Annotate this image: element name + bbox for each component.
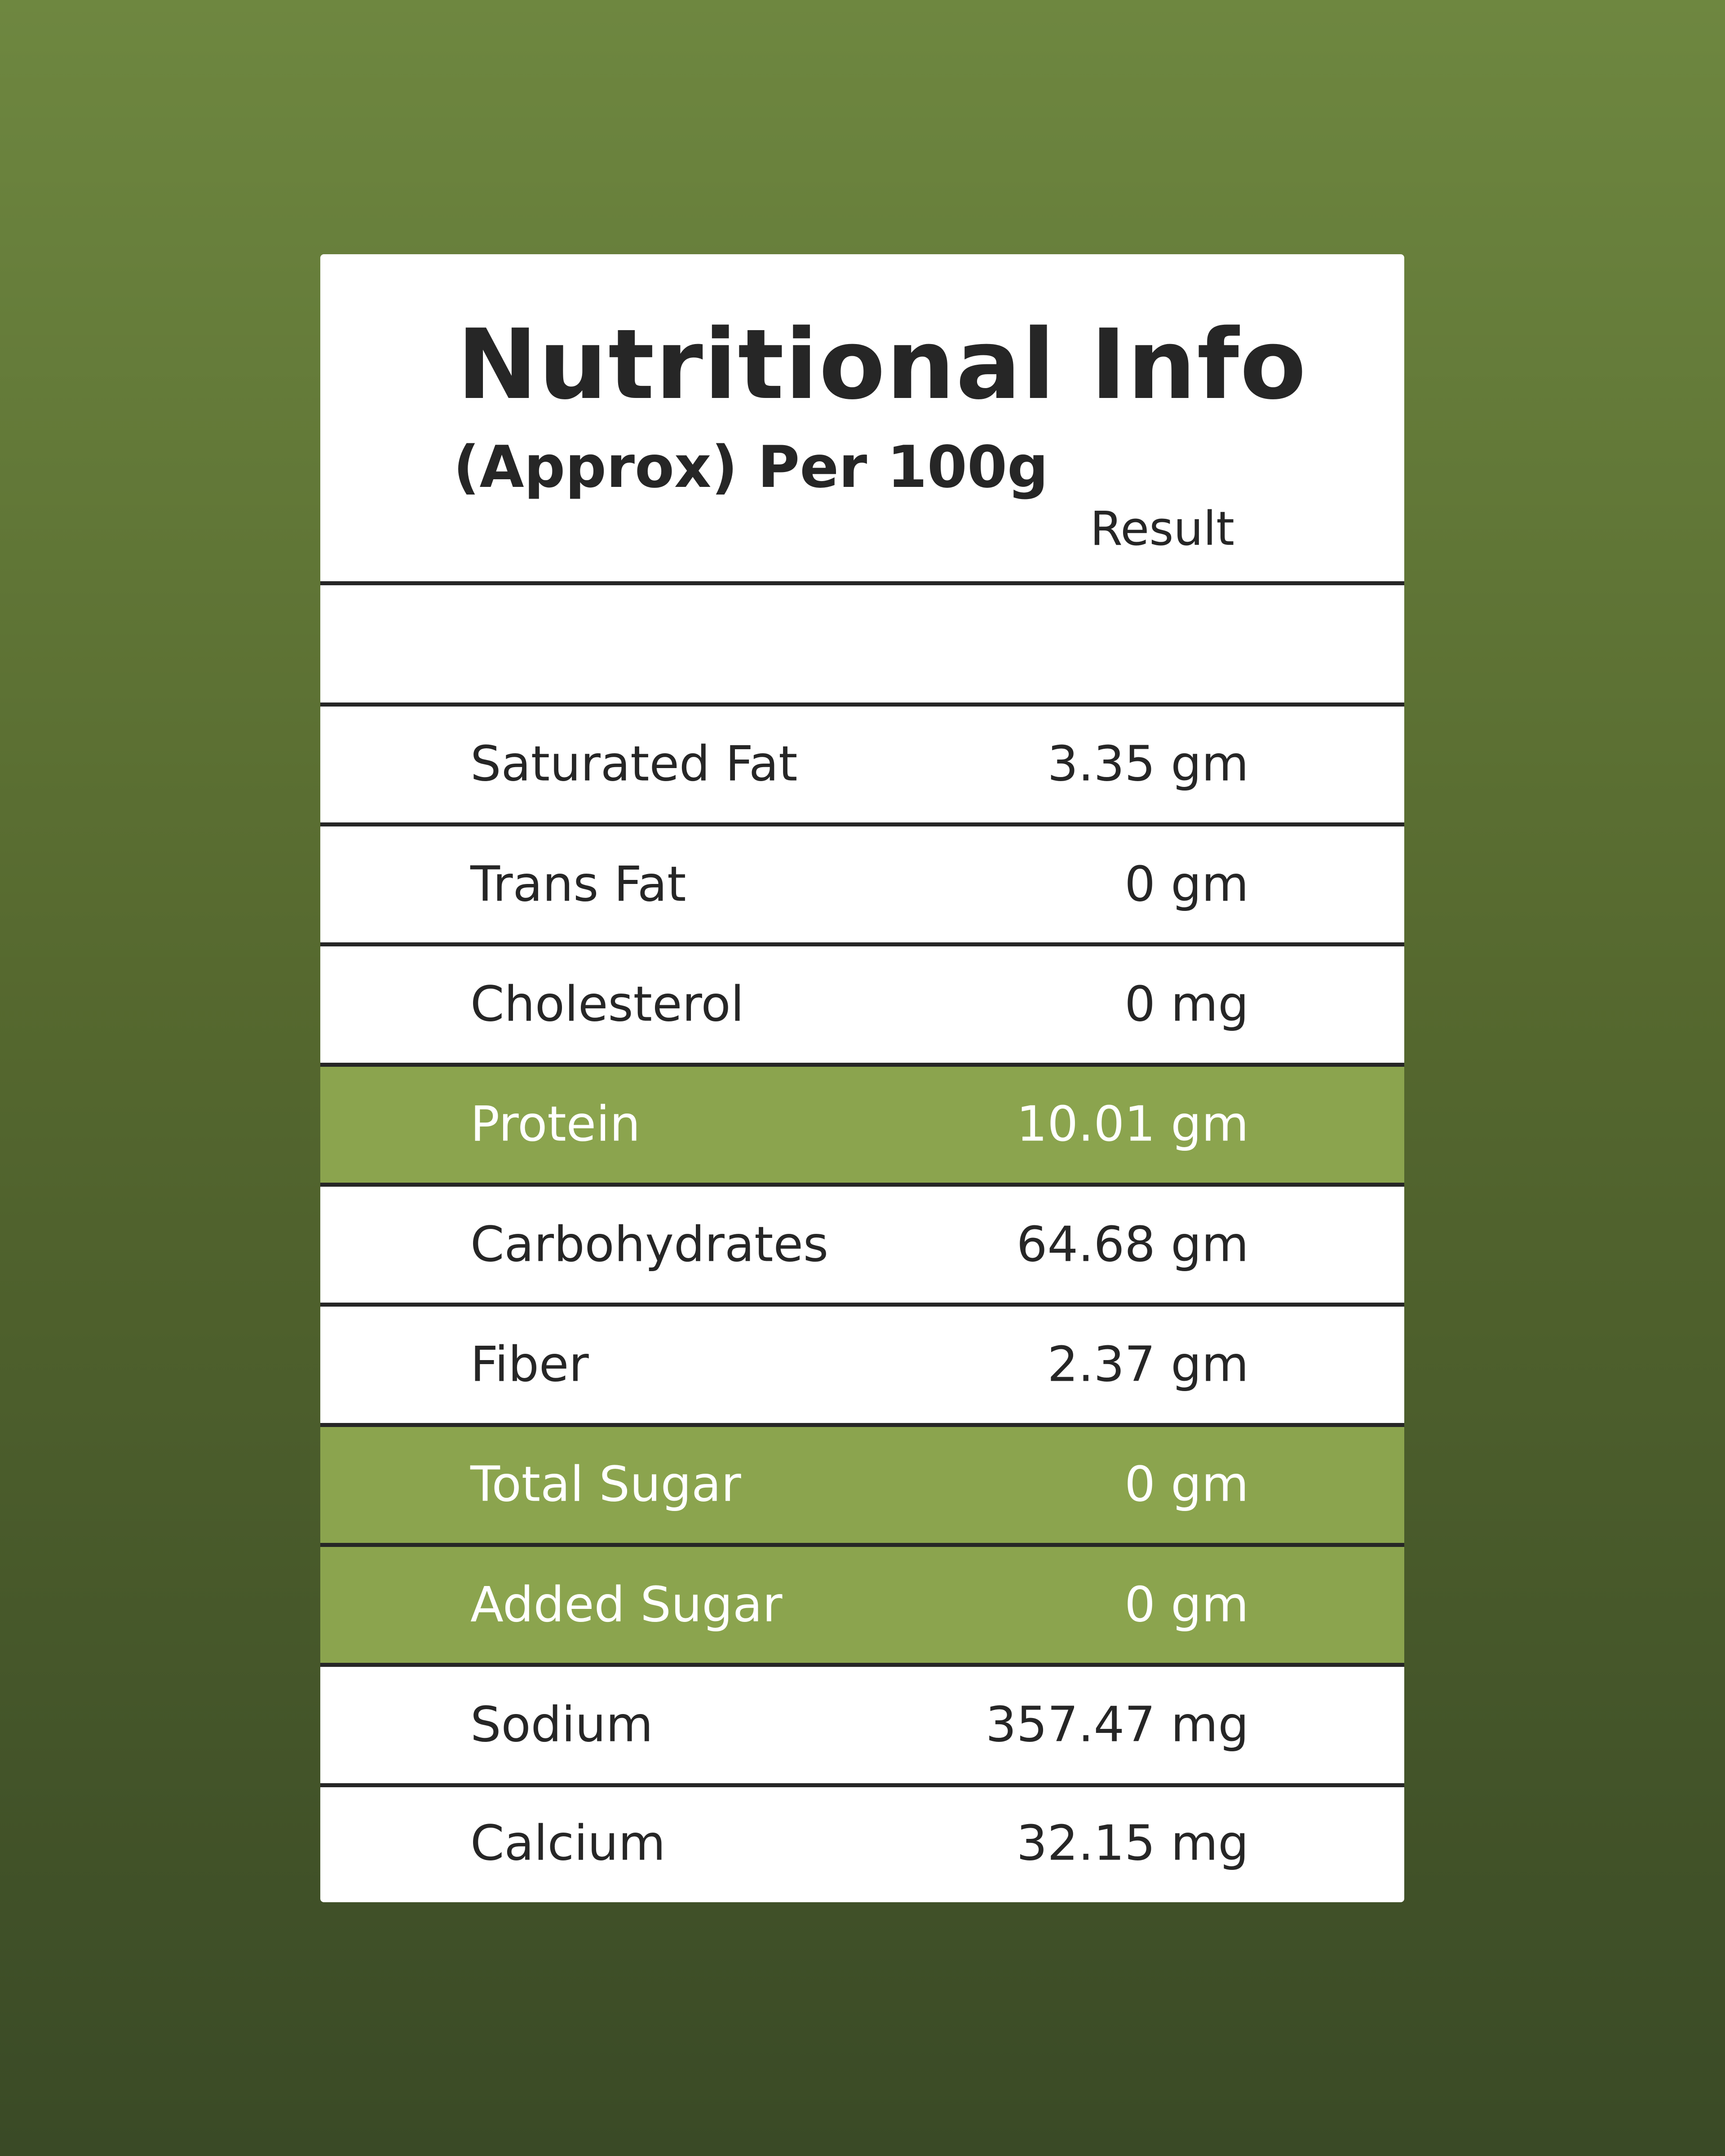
nutrient-value: 357.47 mg xyxy=(986,1697,1249,1753)
divider xyxy=(320,1062,1404,1067)
divider xyxy=(320,581,1404,585)
table-row: Added Sugar 0 gm xyxy=(320,1544,1404,1665)
nutrient-value: 64.68 gm xyxy=(1016,1216,1249,1273)
table-row: Sodium 357.47 mg xyxy=(320,1665,1404,1785)
subtitle: (Approx) Per 100g xyxy=(453,434,1048,501)
divider xyxy=(320,702,1404,707)
nutrient-value: 0 gm xyxy=(1124,856,1249,913)
column-label: Result xyxy=(1090,501,1234,556)
table-row: Carbohydrates 64.68 gm xyxy=(320,1184,1404,1304)
nutrient-value: 2.37 gm xyxy=(1047,1336,1249,1393)
divider xyxy=(320,1542,1404,1547)
divider xyxy=(320,1423,1404,1427)
nutrient-name: Carbohydrates xyxy=(470,1216,829,1273)
nutrient-name: Total Sugar xyxy=(470,1456,741,1513)
nutrient-name: Saturated Fat xyxy=(470,736,798,792)
nutrient-value: 32.15 mg xyxy=(1016,1815,1249,1872)
nutrient-name: Added Sugar xyxy=(470,1577,783,1633)
nutrient-value: 0 gm xyxy=(1124,1456,1249,1513)
title: Nutritional Info xyxy=(457,308,1307,421)
divider xyxy=(320,942,1404,947)
nutrient-value: 10.01 gm xyxy=(1016,1096,1249,1153)
divider xyxy=(320,1182,1404,1187)
table-row: Fiber 2.37 gm xyxy=(320,1304,1404,1424)
table-row: Total Sugar 0 gm xyxy=(320,1424,1404,1545)
nutrient-value: 0 mg xyxy=(1124,976,1249,1033)
nutrient-name: Trans Fat xyxy=(470,856,686,913)
table-row: Protein 10.01 gm xyxy=(320,1064,1404,1184)
nutrient-name: Cholesterol xyxy=(470,976,744,1033)
nutrient-name: Calcium xyxy=(470,1815,666,1872)
nutrient-name: Fiber xyxy=(470,1336,589,1393)
nutrient-value: 3.35 gm xyxy=(1047,736,1249,792)
nutrient-value: 0 gm xyxy=(1124,1577,1249,1633)
divider xyxy=(320,1303,1404,1307)
nutrient-name: Sodium xyxy=(470,1697,653,1753)
nutrition-card: Nutritional Info (Approx) Per 100g Resul… xyxy=(320,254,1404,1902)
table-row: Saturated Fat 3.35 gm xyxy=(320,704,1404,824)
table-row: Cholesterol 0 mg xyxy=(320,944,1404,1064)
divider xyxy=(320,1783,1404,1787)
table-row: Calcium 32.15 mg xyxy=(320,1785,1404,1902)
table-row: Trans Fat 0 gm xyxy=(320,824,1404,944)
divider xyxy=(320,1663,1404,1667)
divider xyxy=(320,822,1404,827)
nutrient-name: Protein xyxy=(470,1096,641,1153)
